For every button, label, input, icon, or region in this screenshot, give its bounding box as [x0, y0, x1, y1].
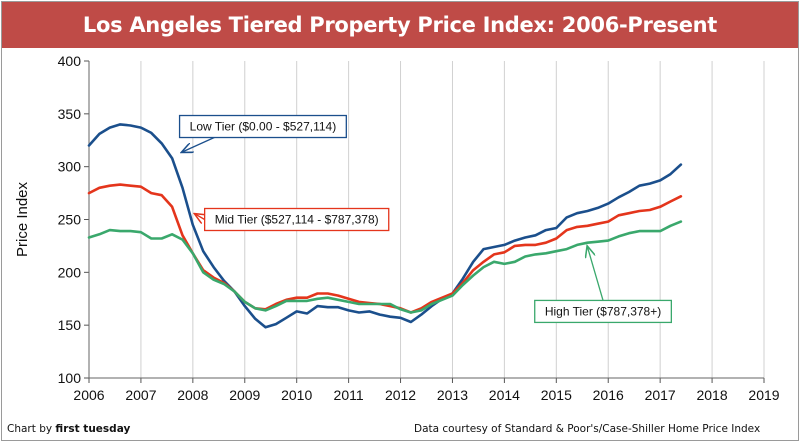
annotation-box — [534, 299, 672, 324]
annotation-box — [178, 114, 347, 139]
annotation-label: High Tier ($787,378+) — [545, 304, 661, 318]
x-tick-label: 2006 — [73, 387, 104, 403]
x-tick-label: 2015 — [541, 387, 572, 403]
title-bar: Los Angeles Tiered Property Price Index:… — [2, 2, 798, 48]
annotation-arrow — [587, 247, 604, 301]
x-tick-label: 2016 — [593, 387, 624, 403]
annotation-arrow — [195, 214, 204, 219]
x-tick-label: 2013 — [437, 387, 468, 403]
y-tick-label: 100 — [58, 370, 82, 386]
y-axis-label: Price Index — [14, 181, 31, 257]
x-tick-label: 2019 — [748, 387, 779, 403]
series-line-high-tier — [87, 220, 683, 314]
annotation-label: Low Tier ($0.00 - $527,114) — [190, 120, 337, 134]
series-line-mid-tier — [87, 183, 683, 314]
x-tick-label: 2009 — [229, 387, 260, 403]
series-line-low-tier — [87, 123, 683, 329]
x-tick-label: 2008 — [177, 387, 208, 403]
y-tick-label: 150 — [58, 317, 82, 333]
annotation-label: Mid Tier ($527,114 - $787,378) — [215, 213, 379, 227]
credit-prefix: Chart by — [7, 423, 53, 435]
x-tick-label: 2014 — [489, 387, 520, 403]
x-tick-label: 2010 — [281, 387, 312, 403]
x-tick-label: 2017 — [645, 387, 676, 403]
y-tick-label: 200 — [58, 264, 82, 280]
chart-credit: Chart by first tuesday — [7, 423, 130, 435]
y-tick-label: 400 — [58, 53, 82, 69]
x-tick-label: 2012 — [385, 387, 416, 403]
chart-title: Los Angeles Tiered Property Price Index:… — [82, 13, 718, 37]
data-source: Data courtesy of Standard & Poor's/Case-… — [414, 423, 761, 435]
credit-name: first tuesday — [55, 423, 131, 435]
x-tick-label: 2018 — [696, 387, 727, 403]
x-tick-label: 2011 — [334, 387, 364, 403]
annotation-box — [203, 207, 390, 232]
x-tick-label: 2007 — [125, 387, 156, 403]
y-tick-label: 350 — [58, 106, 82, 122]
y-tick-label: 250 — [58, 212, 82, 228]
y-tick-label: 300 — [58, 159, 82, 175]
